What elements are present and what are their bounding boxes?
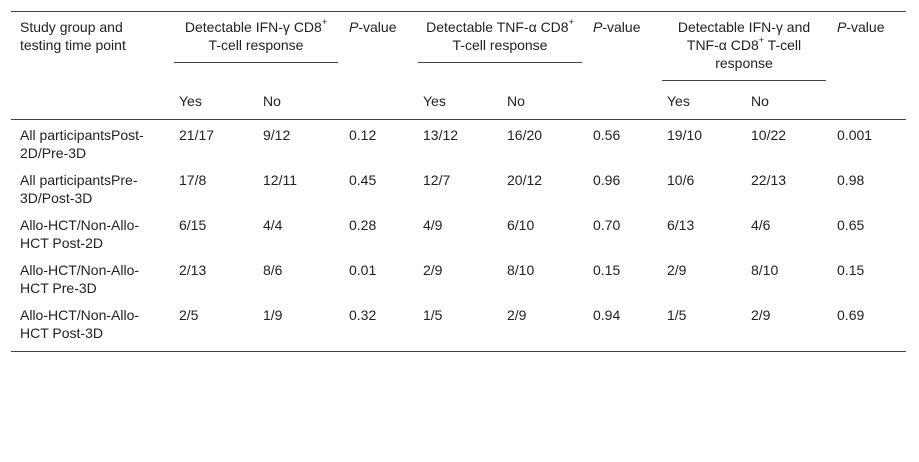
tnf-group-sup: + xyxy=(568,17,574,28)
tnf-group-header: Detectable TNF-α CD8+ T-cell response xyxy=(414,12,584,82)
tnf-yes-cell: 4/9 xyxy=(423,217,443,233)
ifn-no-cell: 9/12 xyxy=(263,127,291,143)
ifn-no-cell: 1/9 xyxy=(263,307,283,323)
both-yes-cell: 19/10 xyxy=(667,127,703,143)
both-no-header: No xyxy=(751,93,769,109)
table-body: All participantsPost-2D/Pre-3D 21/17 9/12 0… xyxy=(11,120,907,352)
table-row: All participantsPost-2D/Pre-3D 21/17 9/12 0… xyxy=(11,120,906,171)
both-group-header: Detectable IFN-γ and TNF-α CD8+ T-cell r… xyxy=(658,12,828,81)
tnf-p-cell: 0.70 xyxy=(593,217,621,233)
study-group-cell: Allo-HCT/Non-Allo-HCT Post-3D xyxy=(20,307,140,341)
tnf-yes-cell: 1/5 xyxy=(423,307,443,323)
table-row: Allo-HCT/Non-Allo-HCT Post-2D 6/15 4/4 0.28… xyxy=(11,215,906,260)
both-no-cell: 4/6 xyxy=(751,217,771,233)
header-row-2: Yes No Yes No Yes No xyxy=(11,81,907,120)
ifn-yes-cell: 6/15 xyxy=(179,217,207,233)
both-p-cell: 0.001 xyxy=(837,127,873,143)
ifn-group-main: Detectable IFN-γ CD8 xyxy=(184,19,322,35)
both-group-main: Detectable IFN-γ and TNF-α CD8 xyxy=(677,19,811,53)
tnf-p-header: P-value xyxy=(584,11,658,120)
both-group-tail: T-cell response xyxy=(715,37,802,71)
tnf-yes-header: Yes xyxy=(423,93,446,109)
both-yes-header: Yes xyxy=(667,93,690,109)
both-group-header-text: Detectable IFN-γ and TNF-α CD8+ T-cell r… xyxy=(662,18,827,81)
ifn-yes-header: Yes xyxy=(179,93,202,109)
ifn-group-header-text: Detectable IFN-γ CD8+ T-cell response xyxy=(174,18,338,63)
ifn-group-header: Detectable IFN-γ CD8+ T-cell response xyxy=(170,12,340,82)
tnf-p-cell: 0.94 xyxy=(593,307,621,323)
ifn-p-cell: 0.01 xyxy=(349,262,377,278)
ifn-group-sup: + xyxy=(321,17,328,28)
ifn-no-header: No xyxy=(263,93,281,109)
tnf-p-suffix: -value xyxy=(602,19,641,35)
both-no-cell: 8/10 xyxy=(751,262,779,278)
study-group-header: Study group and testing time point xyxy=(11,11,170,120)
both-p-cell: 0.15 xyxy=(837,262,865,278)
ifn-no-cell: 12/11 xyxy=(263,172,297,188)
ifn-p-suffix: -value xyxy=(358,19,397,35)
ifn-p-cell: 0.28 xyxy=(349,217,377,233)
both-p-cell: 0.65 xyxy=(837,217,865,233)
both-no-cell: 10/22 xyxy=(751,127,787,143)
ifn-no-cell: 4/4 xyxy=(263,217,283,233)
tnf-p-cell: 0.56 xyxy=(593,127,621,143)
both-no-cell: 22/13 xyxy=(751,172,787,188)
tnf-p-italic: P xyxy=(593,19,603,35)
tnf-p-cell: 0.15 xyxy=(593,262,621,278)
tnf-no-header: No xyxy=(507,93,525,109)
both-p-suffix: -value xyxy=(846,19,885,35)
tnf-yes-cell: 2/9 xyxy=(423,262,443,278)
table-row: Allo-HCT/Non-Allo-HCT Pre-3D 2/13 8/6 0.01 2… xyxy=(11,260,906,305)
ifn-p-header: P-value xyxy=(340,11,414,120)
tnf-yes-cell: 13/12 xyxy=(423,127,459,143)
tnf-yes-cell: 12/7 xyxy=(423,172,451,188)
both-p-header: P-value xyxy=(828,11,907,120)
ifn-p-cell: 0.32 xyxy=(349,307,377,323)
tnf-group-main: Detectable TNF-α CD8 xyxy=(426,19,569,35)
tnf-group-tail: T-cell response xyxy=(452,37,548,53)
ifn-no-cell: 8/6 xyxy=(263,262,283,278)
both-yes-cell: 1/5 xyxy=(667,307,687,323)
ifn-yes-cell: 2/5 xyxy=(179,307,199,323)
ifn-yes-cell: 21/17 xyxy=(179,127,215,143)
ifn-yes-cell: 2/13 xyxy=(179,262,207,278)
table-row: All participantsPre-3D/Post-3D 17/8 12/11 0… xyxy=(11,170,906,215)
ifn-p-cell: 0.45 xyxy=(349,172,377,188)
tnf-no-cell: 6/10 xyxy=(507,217,535,233)
both-no-cell: 2/9 xyxy=(751,307,771,323)
tnf-p-cell: 0.96 xyxy=(593,172,621,188)
ifn-group-tail: T-cell response xyxy=(208,37,304,53)
tnf-no-cell: 8/10 xyxy=(507,262,535,278)
both-yes-cell: 6/13 xyxy=(667,217,695,233)
ifn-yes-cell: 17/8 xyxy=(179,172,207,188)
ifn-p-cell: 0.12 xyxy=(349,127,377,143)
results-table: Study group and testing time point Detec… xyxy=(11,11,907,352)
study-group-header-text: Study group and testing time point xyxy=(20,19,126,53)
tnf-no-cell: 16/20 xyxy=(507,127,543,143)
tnf-group-header-text: Detectable TNF-α CD8+ T-cell response xyxy=(418,18,582,63)
study-group-cell: All participantsPre-3D/Post-3D xyxy=(20,172,138,206)
tnf-no-cell: 20/12 xyxy=(507,172,543,188)
header-row-1: Study group and testing time point Detec… xyxy=(11,11,907,120)
both-group-sup: + xyxy=(758,35,765,46)
tnf-no-cell: 2/9 xyxy=(507,307,527,323)
ifn-p-italic: P xyxy=(349,19,359,35)
both-p-cell: 0.69 xyxy=(837,307,865,323)
both-p-italic: P xyxy=(837,19,847,35)
study-group-cell: Allo-HCT/Non-Allo-HCT Pre-3D xyxy=(20,262,140,296)
both-yes-cell: 2/9 xyxy=(667,262,687,278)
both-yes-cell: 10/6 xyxy=(667,172,695,188)
study-group-cell: Allo-HCT/Non-Allo-HCT Post-2D xyxy=(20,217,140,251)
study-group-cell: All participantsPost-2D/Pre-3D xyxy=(20,127,144,161)
both-p-cell: 0.98 xyxy=(837,172,865,188)
table-row: Allo-HCT/Non-Allo-HCT Post-3D 2/5 1/9 0.32 1… xyxy=(11,305,907,352)
